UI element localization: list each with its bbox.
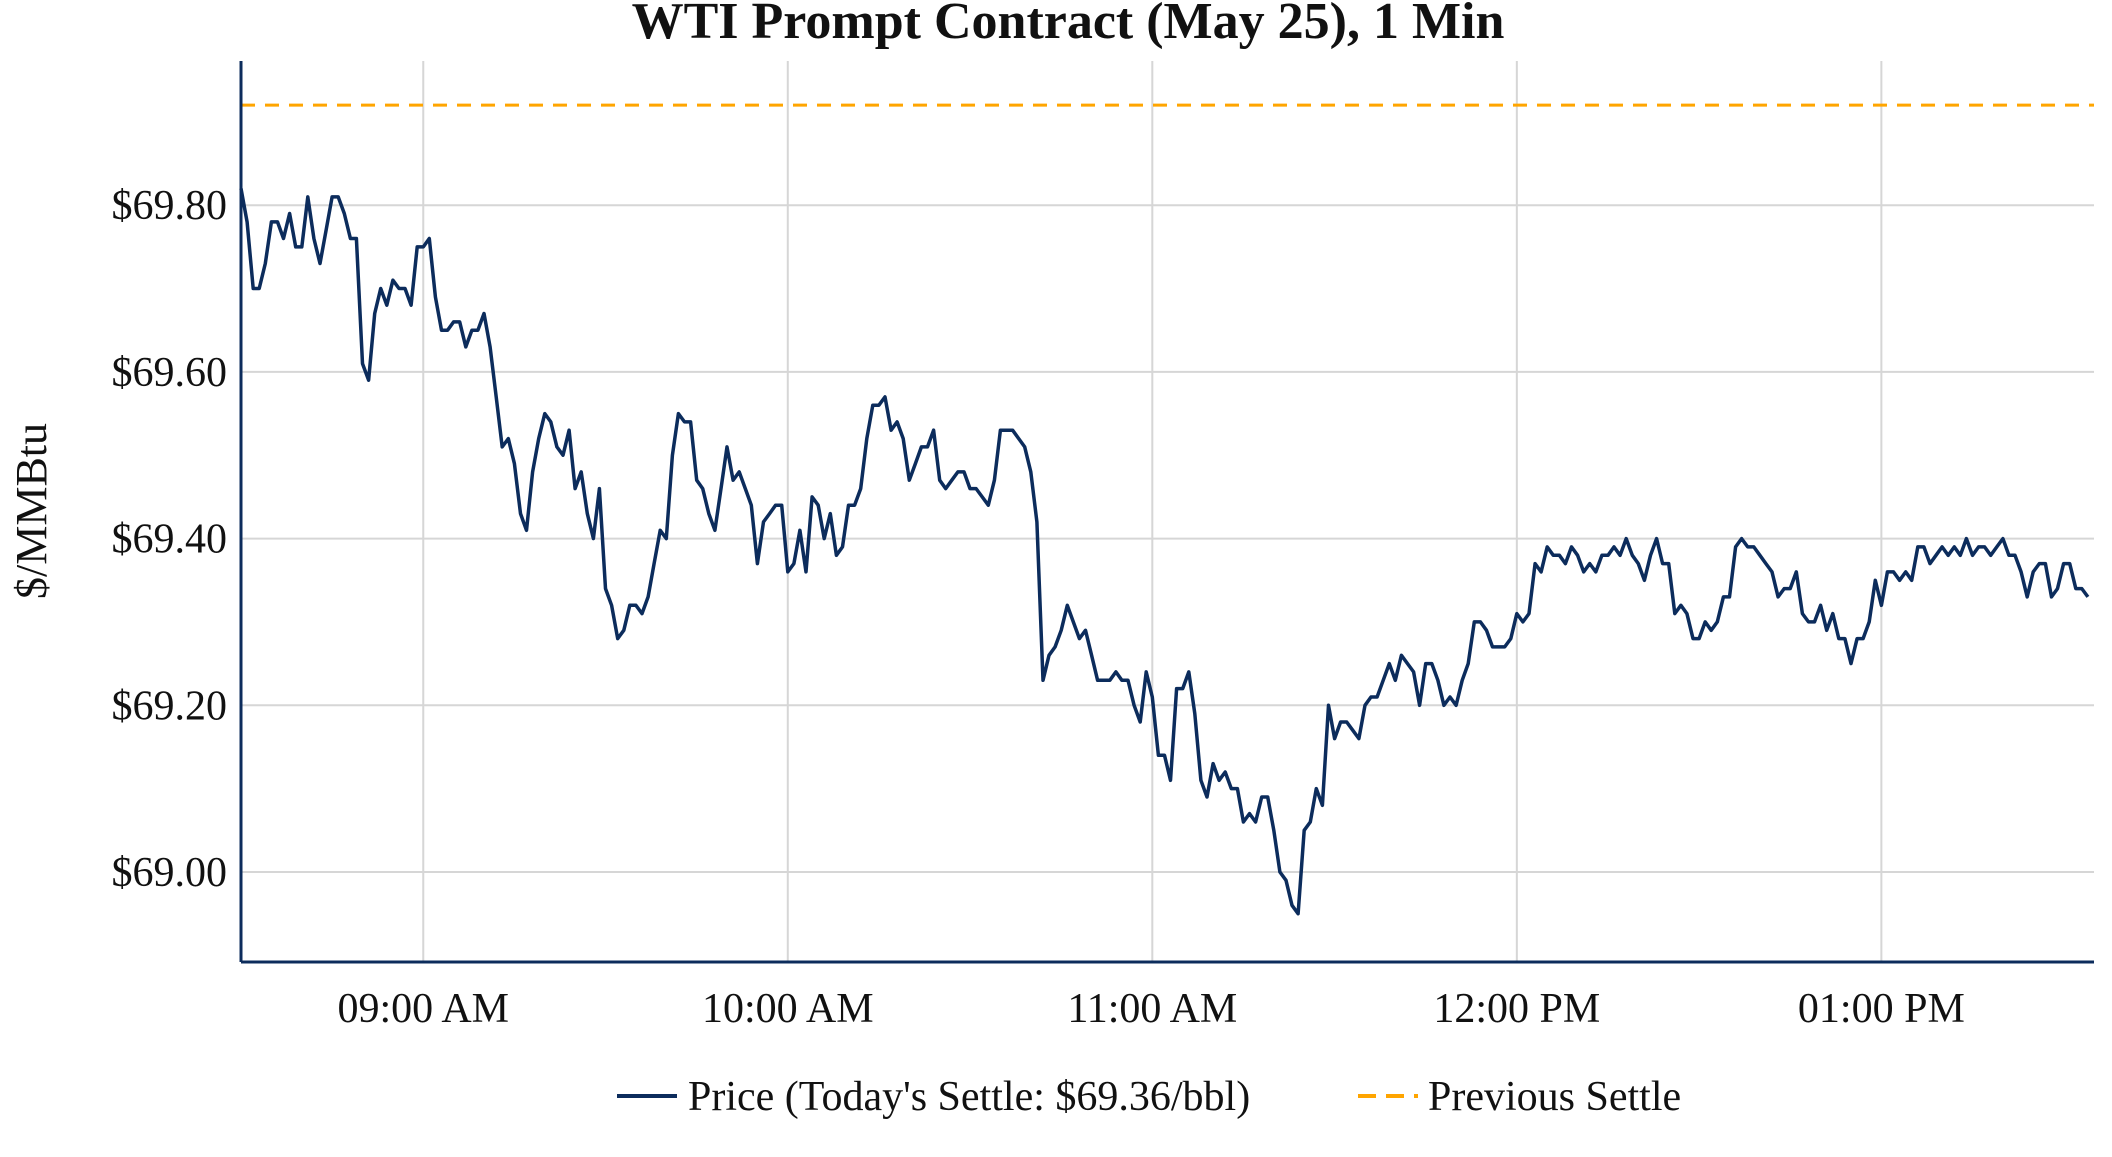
price-series-line bbox=[239, 188, 2090, 916]
chart-title: WTI Prompt Contract (May 25), 1 Min bbox=[632, 0, 1505, 50]
x-tick-label: 10:00 AM bbox=[702, 986, 874, 1032]
x-tick-label: 01:00 PM bbox=[1798, 986, 1965, 1032]
x-axis-ticks: 09:00 AM 10:00 AM 11:00 AM 12:00 PM 01:00 PM bbox=[337, 986, 1964, 1032]
legend: Price (Today's Settle: $69.36/bbl) Previ… bbox=[617, 1074, 1681, 1120]
y-axis-ticks: $69.00 $69.20 $69.40 $69.60 $69.80 bbox=[112, 183, 228, 896]
y-tick-label: $69.20 bbox=[112, 683, 228, 729]
x-tick-label: 09:00 AM bbox=[337, 986, 509, 1032]
gridlines bbox=[241, 61, 2094, 962]
legend-label-previous-settle: Previous Settle bbox=[1428, 1074, 1681, 1120]
y-axis-label: $/MMBtu bbox=[7, 423, 56, 599]
y-tick-label: $69.40 bbox=[112, 517, 228, 563]
legend-label-price: Price (Today's Settle: $69.36/bbl) bbox=[688, 1074, 1250, 1120]
y-tick-label: $69.00 bbox=[112, 850, 228, 896]
x-tick-label: 12:00 PM bbox=[1433, 986, 1600, 1032]
y-tick-label: $69.60 bbox=[112, 350, 228, 396]
y-tick-label: $69.80 bbox=[112, 183, 228, 229]
x-tick-label: 11:00 AM bbox=[1067, 986, 1237, 1032]
